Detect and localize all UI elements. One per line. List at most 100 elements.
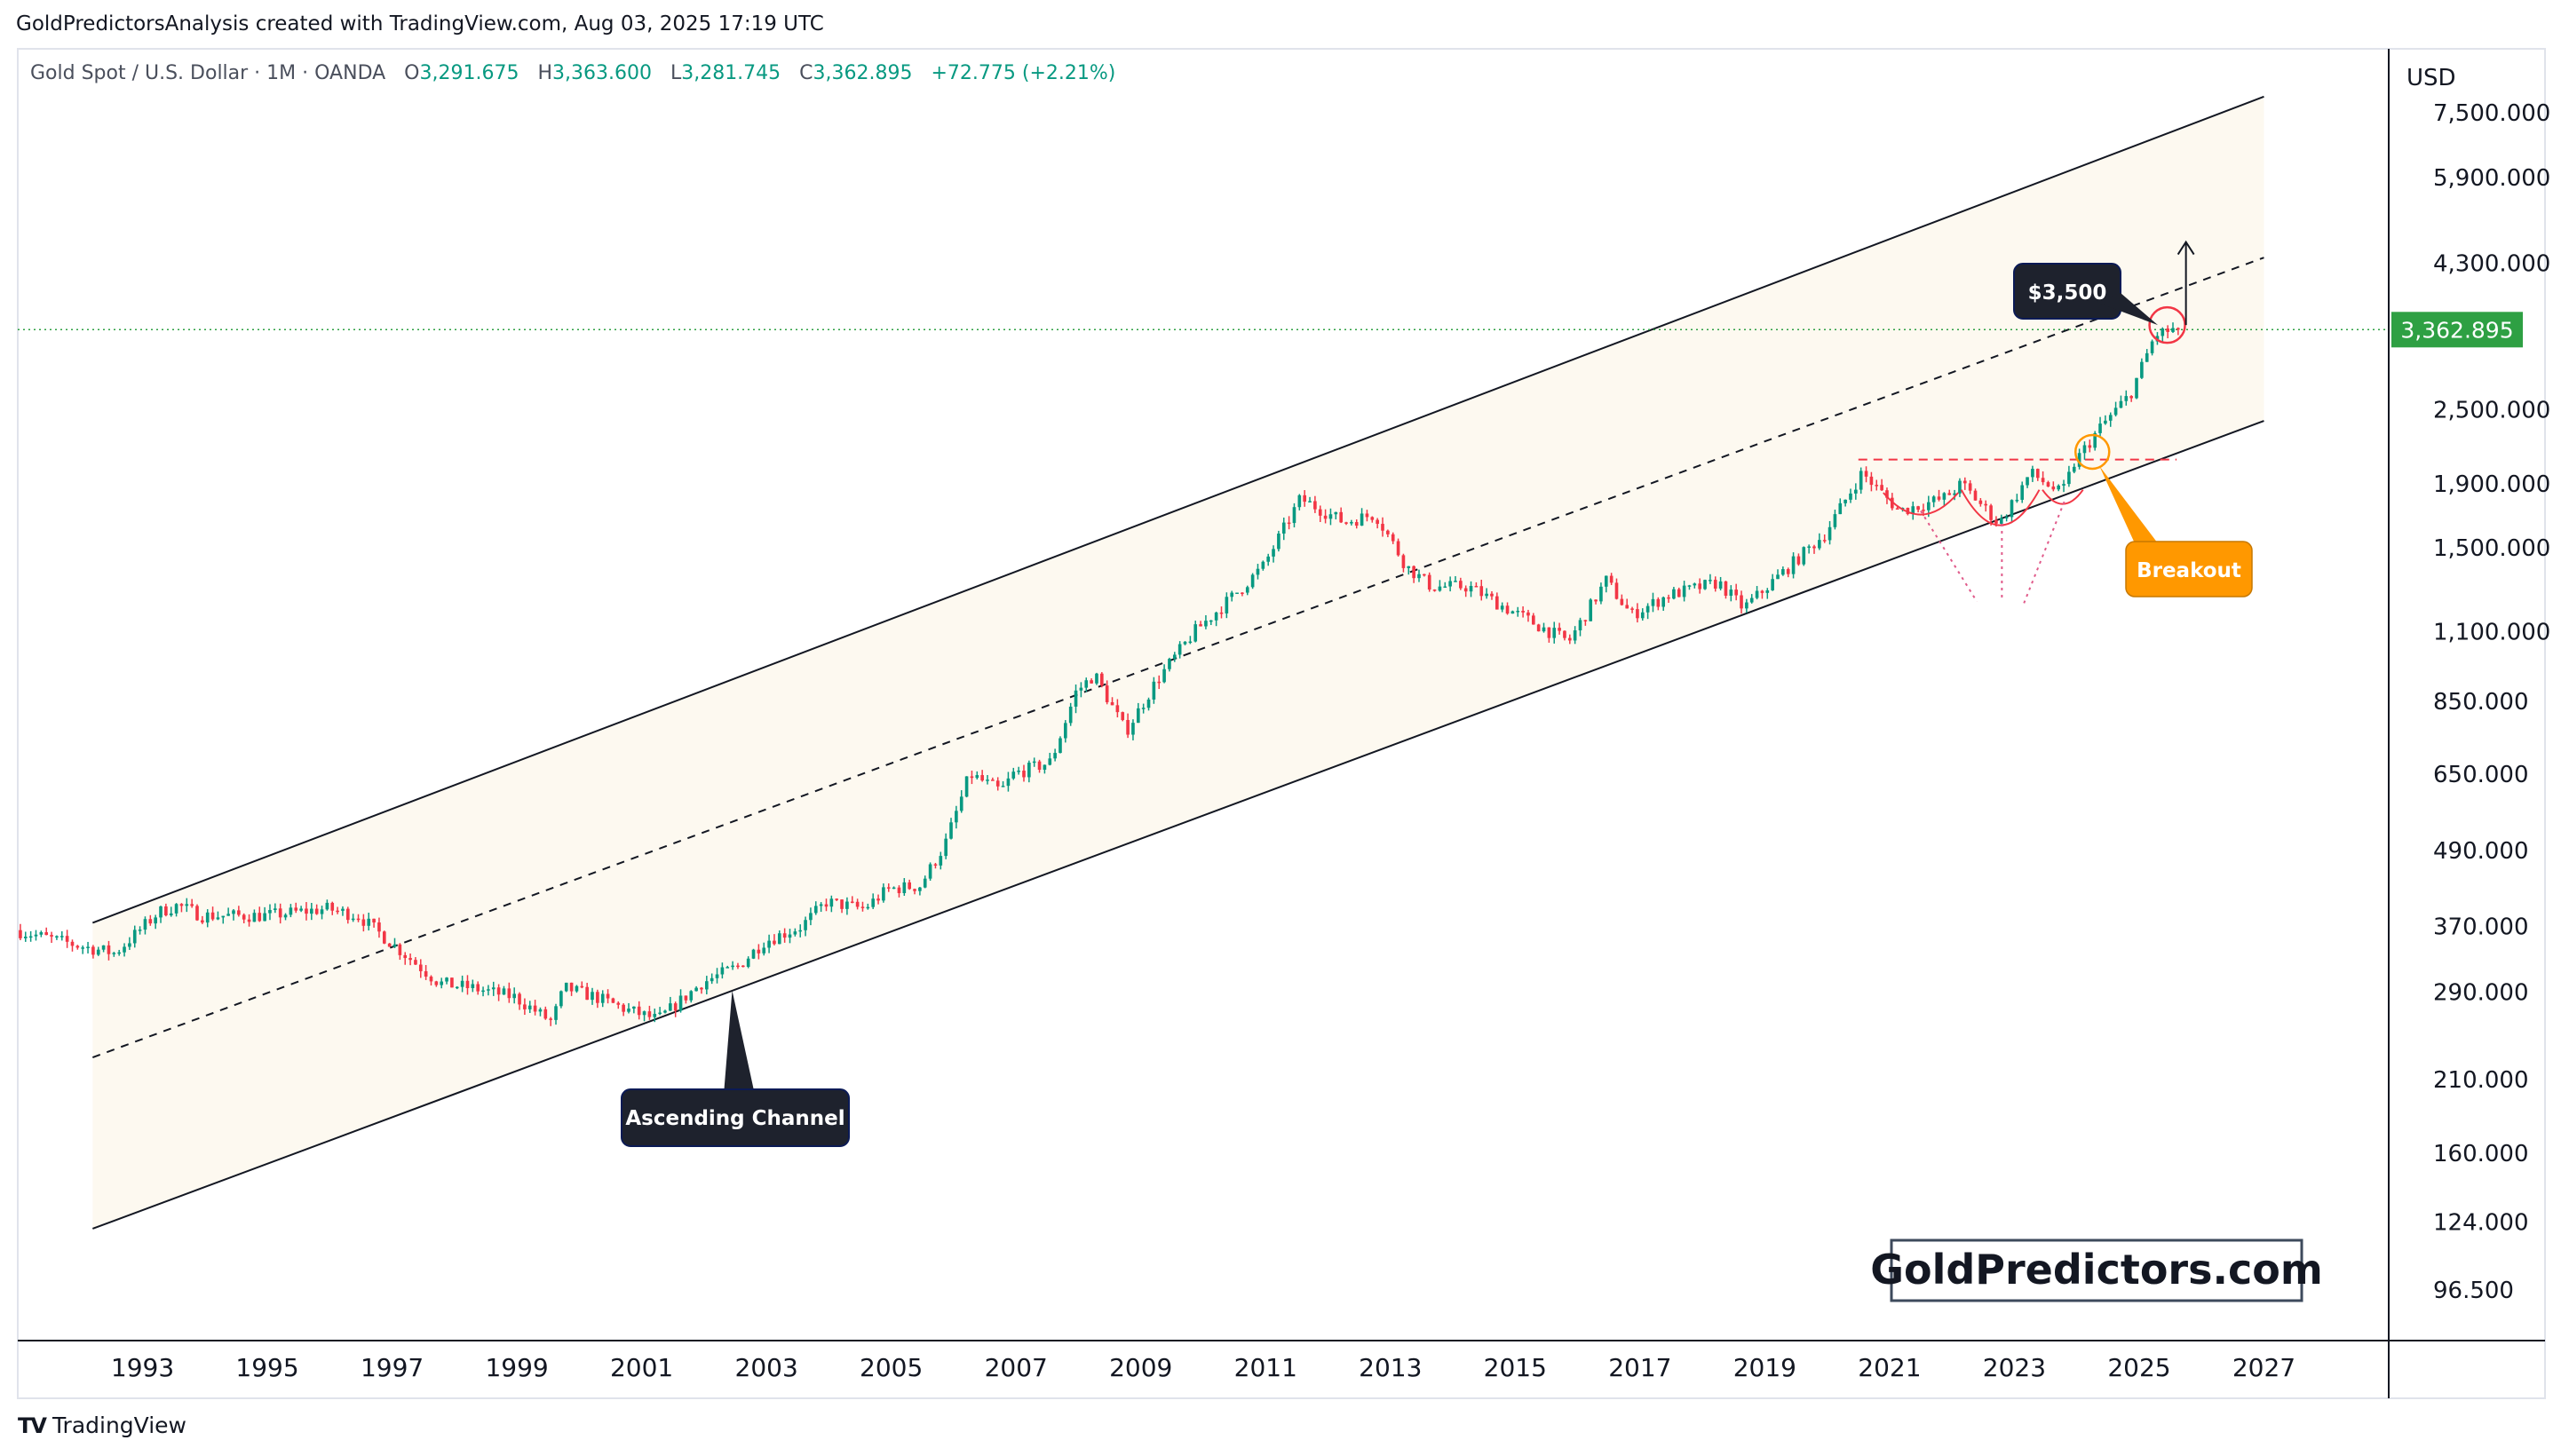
candle [408,953,412,966]
candle-body [720,967,725,975]
candle [1199,621,1202,627]
candle [1536,623,1541,632]
candle-body [1552,628,1557,638]
candle-body [2124,396,2129,401]
candle [258,906,262,922]
candle-body [195,906,199,921]
candle [669,996,672,1011]
candle-body [2171,328,2175,332]
candle-body [1599,586,1603,602]
candle [1115,699,1120,718]
candle [210,906,215,922]
candle [1833,510,1837,530]
last-price-tag[interactable] [2391,312,2523,348]
watermark-text: GoldPredictors.com [1870,1246,2323,1294]
candle-body [1365,513,1369,518]
candle [564,982,568,993]
candle-body [336,910,339,913]
candle [414,957,417,965]
candle [1241,592,1244,597]
currency-label: USD [2406,65,2456,91]
candle-body [1022,771,1026,778]
candle [876,894,880,905]
candle [1718,576,1723,590]
candle [559,990,563,1009]
candle-body [600,993,605,1003]
candle [190,898,194,908]
candle-body [1651,598,1655,606]
candle-body [2088,445,2092,448]
candle [591,987,594,1005]
candle [533,1000,537,1016]
channel-callout-box[interactable] [621,1088,850,1147]
price-axis-tick-label: 490.000 [2433,838,2529,865]
candle [325,899,329,911]
channel-mid-line[interactable] [91,257,2264,1058]
candle [138,926,142,935]
candle-body [1172,654,1177,660]
candle [2176,327,2180,336]
candle [788,929,792,944]
candle [1760,590,1764,599]
candle-body [1277,534,1280,550]
candle-body [1510,611,1515,614]
candle-body [1745,602,1748,609]
channel-lower-line[interactable] [91,420,2264,1230]
price-axis-tick-label: 5,900.000 [2433,165,2550,192]
candle-body [1199,624,1202,627]
candle-body [860,906,865,908]
candle [1745,598,1748,613]
channel-upper-line[interactable] [91,95,2264,924]
candle-body [1303,495,1306,502]
candle-body [913,889,916,891]
price-axis-tick-label: 1,100.000 [2433,620,2550,646]
candle-body [440,981,444,985]
candle [476,981,480,995]
candle [169,906,173,917]
candle-body [533,1005,537,1012]
candle [829,895,834,913]
candle [2010,499,2014,523]
candle-body [1765,590,1770,593]
target-circle[interactable] [2148,305,2186,344]
candle [28,930,33,942]
candle-body [2031,469,2034,478]
candle-body [2020,485,2025,500]
candle [809,907,813,926]
candle [1095,672,1098,685]
price-axis-tick-label: 2,500.000 [2433,398,2550,424]
candle [148,914,153,926]
candle [2026,477,2029,488]
candle-body [1168,659,1171,669]
candle-body [1875,485,1879,487]
candle [351,914,355,922]
candle-body [933,864,938,866]
candle [314,904,319,915]
candle-body [591,992,594,1001]
candle-body [1177,644,1182,655]
candle [1703,579,1707,590]
candle-body [986,779,989,781]
candle-body [1771,579,1774,590]
candle [23,931,28,942]
target-callout-box[interactable] [2013,263,2121,320]
breakout-circle[interactable] [2074,433,2111,471]
candle [970,771,974,785]
breakout-callout-box[interactable] [2125,541,2253,597]
symbol-name[interactable]: Gold Spot / U.S. Dollar · 1M · OANDA [30,62,386,84]
time-axis-tick-label: 2005 [860,1353,923,1382]
candle-body [1885,490,1889,498]
candle-body [2093,432,2097,448]
candle [908,879,911,890]
tradingview-brand[interactable]: TradingView [52,1412,187,1438]
candle-body [1230,592,1234,597]
candle-body [174,904,178,914]
pattern-arc-middle [1960,489,2041,526]
candle-body [450,977,454,988]
candle [1490,590,1494,600]
candle-body [596,992,599,1003]
candle-body [1776,574,1780,580]
candle [2035,468,2040,481]
candle [1297,494,1302,510]
